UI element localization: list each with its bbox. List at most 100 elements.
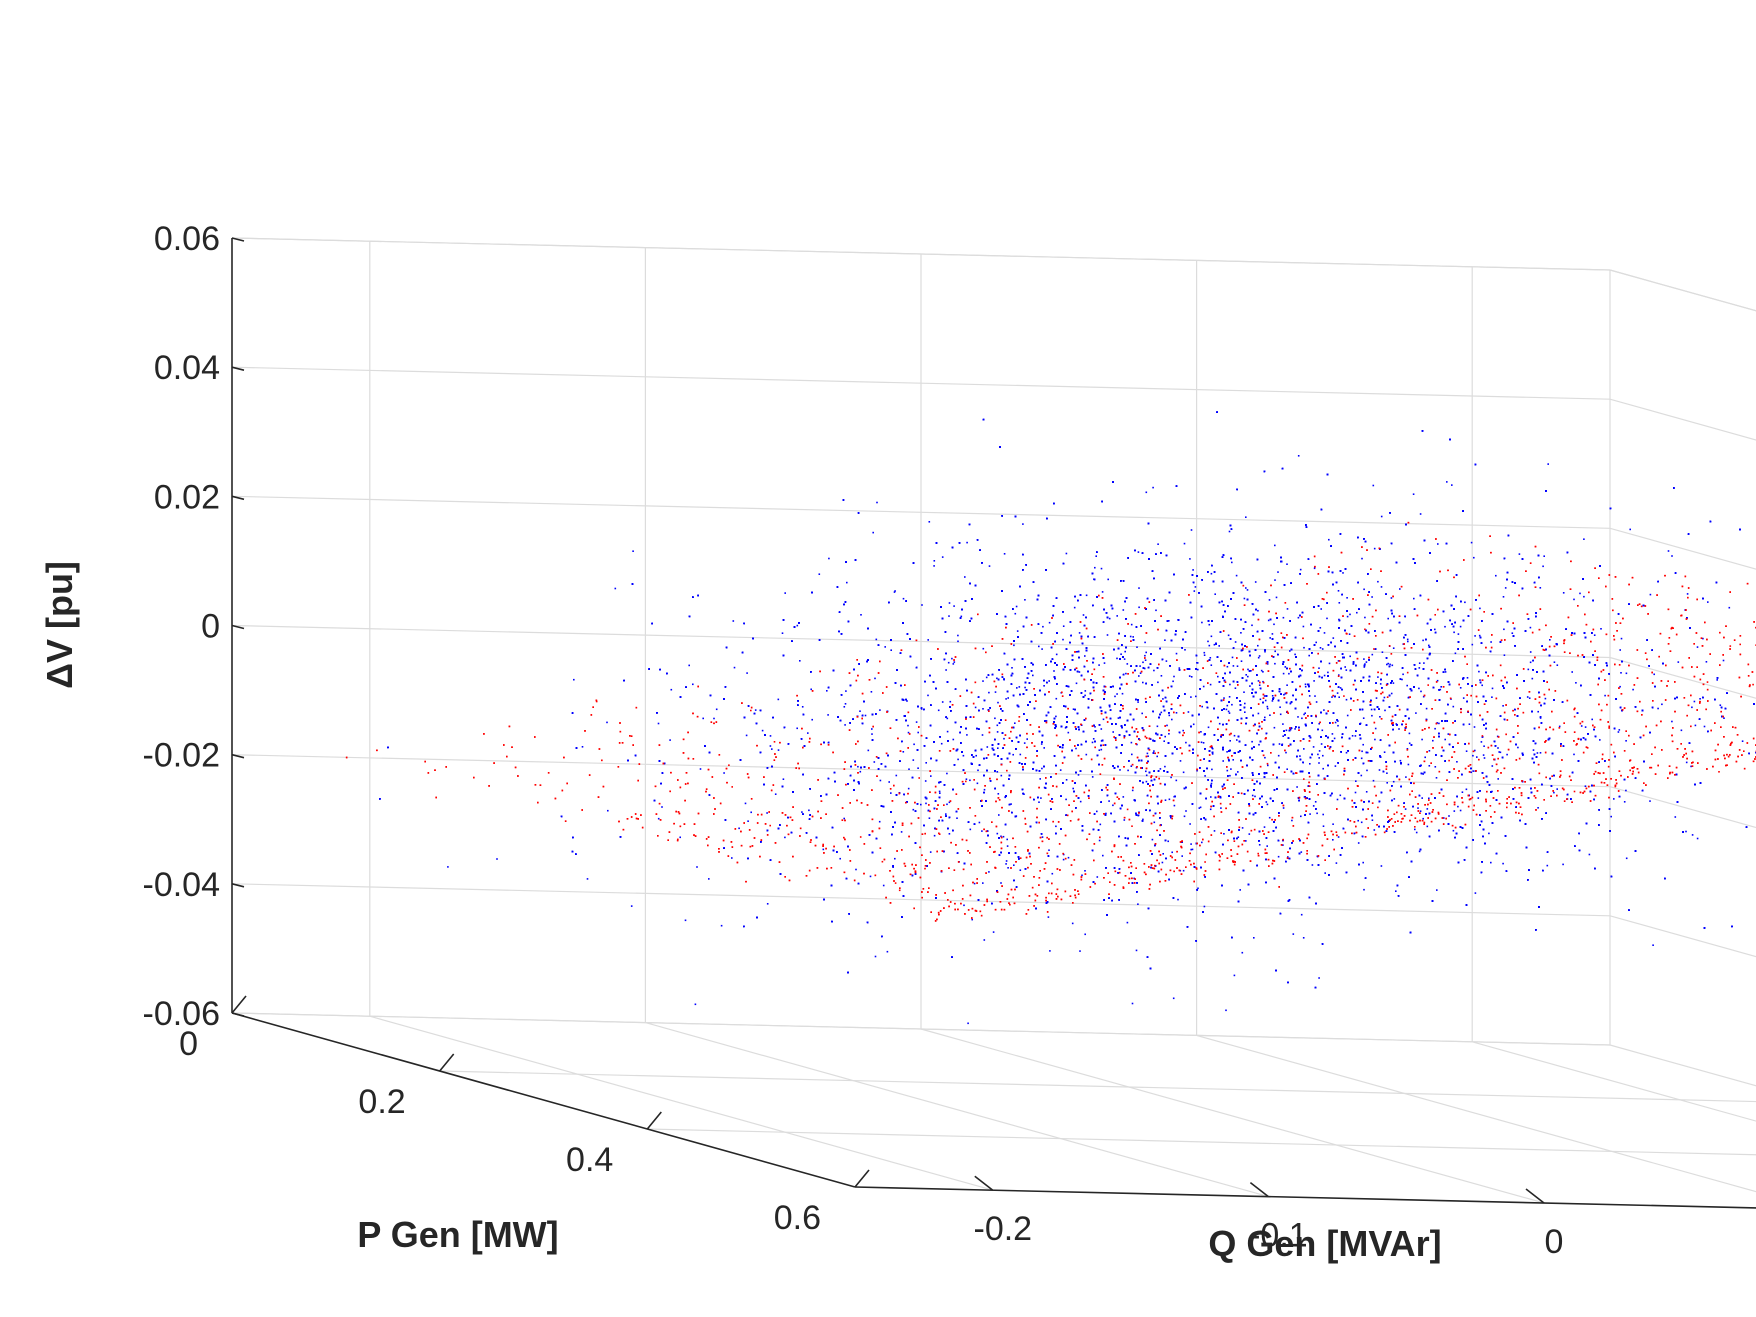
blue-point [1420, 690, 1422, 693]
blue-point [1282, 616, 1285, 619]
blue-point [1182, 771, 1185, 774]
blue-point [766, 903, 769, 905]
blue-point [1055, 825, 1057, 828]
blue-point [1299, 568, 1302, 571]
blue-point [1225, 1009, 1227, 1012]
blue-point [1323, 674, 1326, 677]
blue-point [1387, 662, 1389, 665]
blue-point [1338, 696, 1340, 698]
blue-point [796, 727, 798, 730]
blue-point [1179, 760, 1182, 762]
blue-point [1039, 778, 1041, 780]
blue-point [1269, 714, 1271, 716]
blue-point [607, 809, 609, 812]
blue-point [1320, 608, 1322, 610]
blue-point [973, 882, 976, 885]
blue-point [1553, 661, 1556, 663]
blue-point [1705, 661, 1708, 663]
blue-point [702, 717, 704, 720]
blue-point [1454, 652, 1457, 655]
x-axis-line [231, 1012, 856, 1188]
blue-point [1196, 662, 1198, 664]
blue-point [1360, 821, 1363, 824]
blue-point [1348, 633, 1351, 635]
blue-point [1258, 844, 1261, 846]
blue-point [1141, 712, 1143, 715]
blue-point [1210, 786, 1212, 788]
blue-point [1303, 646, 1305, 649]
blue-point [777, 749, 780, 751]
blue-point [1296, 786, 1298, 788]
blue-point [1131, 1002, 1134, 1005]
blue-point [1210, 782, 1213, 785]
blue-point [886, 950, 889, 953]
blue-point [1447, 733, 1450, 735]
blue-point [1459, 809, 1462, 812]
blue-point [1023, 742, 1026, 744]
blue-point [1527, 668, 1530, 671]
blue-point [1136, 646, 1138, 648]
blue-point [1542, 565, 1544, 568]
blue-point [1371, 653, 1374, 656]
blue-point [1229, 774, 1231, 777]
blue-point [1335, 862, 1338, 864]
blue-point [1055, 715, 1057, 718]
blue-point [1048, 849, 1050, 851]
blue-point [1286, 768, 1288, 770]
blue-point [1116, 657, 1118, 660]
blue-point [1380, 586, 1383, 588]
blue-point [1226, 704, 1229, 707]
blue-point [1580, 725, 1583, 727]
blue-point [859, 770, 862, 773]
blue-point [1337, 724, 1339, 727]
blue-point [1210, 664, 1213, 666]
blue-point [1502, 862, 1504, 865]
blue-point [1062, 858, 1065, 861]
blue-point [1428, 750, 1431, 752]
blue-point [1136, 743, 1138, 746]
blue-point [1321, 729, 1324, 732]
blue-point [1024, 599, 1026, 601]
blue-point [1275, 596, 1278, 599]
blue-point [933, 834, 936, 837]
blue-point [688, 664, 690, 667]
blue-point [750, 811, 752, 814]
blue-point [1168, 733, 1170, 735]
blue-point [1229, 740, 1231, 742]
blue-point [927, 639, 929, 641]
blue-point [1391, 664, 1394, 667]
blue-point [1459, 625, 1462, 628]
blue-point [888, 781, 890, 783]
blue-point [732, 620, 735, 622]
blue-point [1680, 729, 1683, 732]
blue-point [1421, 797, 1423, 799]
blue-point [929, 851, 932, 853]
blue-point [1190, 696, 1192, 698]
blue-point [1372, 779, 1375, 782]
blue-point [1129, 635, 1132, 638]
blue-point [1211, 747, 1214, 750]
blue-point [1339, 687, 1342, 689]
blue-point [1686, 593, 1689, 595]
blue-point [1267, 764, 1269, 767]
blue-point [1264, 716, 1266, 719]
blue-point [1092, 738, 1095, 740]
blue-point [1223, 697, 1225, 699]
sidewall-grid-z [231, 1012, 1611, 1046]
blue-point [894, 857, 896, 860]
blue-point [1480, 741, 1483, 743]
blue-point [1055, 697, 1058, 700]
blue-point [1392, 647, 1395, 649]
blue-point [1297, 455, 1300, 457]
blue-point [1620, 637, 1623, 640]
blue-point [907, 724, 909, 727]
blue-point [1042, 625, 1044, 628]
blue-point [884, 646, 886, 648]
blue-point [1434, 727, 1436, 730]
blue-point [844, 703, 847, 705]
blue-point [1126, 663, 1129, 665]
blue-point [1211, 753, 1214, 755]
blue-point [1065, 779, 1068, 781]
blue-point [1434, 766, 1437, 768]
blue-point [1043, 685, 1045, 687]
